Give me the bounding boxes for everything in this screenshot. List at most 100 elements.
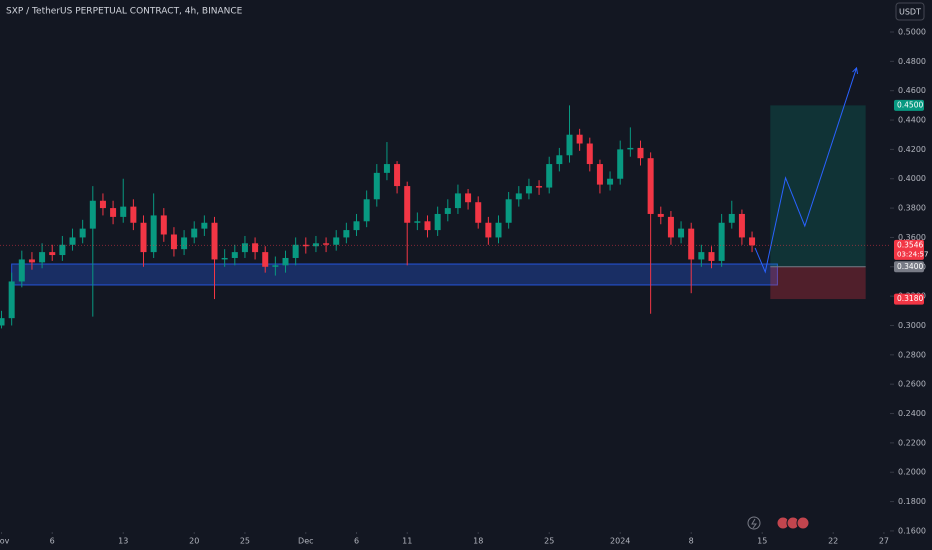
candle-body — [302, 244, 309, 247]
candle-body — [718, 222, 725, 261]
y-tick-label: 0.4000 — [898, 174, 926, 183]
y-tick-label: 0.4200 — [898, 145, 926, 154]
entry-tag — [894, 261, 924, 273]
candle-body — [241, 243, 248, 253]
candle-body — [738, 213, 745, 238]
lightning-icon[interactable] — [747, 516, 761, 530]
currency-button[interactable] — [895, 2, 925, 21]
lightning-glyph — [751, 518, 757, 529]
candle-body — [556, 155, 563, 165]
plot-area — [0, 67, 890, 329]
candle-body — [637, 147, 644, 159]
candle-body — [475, 202, 482, 223]
stop-tag-label: 0.3180 — [897, 294, 923, 303]
candle-body — [383, 164, 390, 173]
candle-body — [657, 213, 664, 217]
y-tick-label: 0.1600 — [898, 526, 926, 535]
candle-body — [28, 259, 35, 263]
candle-body — [414, 221, 421, 223]
candle-body — [312, 243, 319, 247]
candle-body — [49, 252, 56, 256]
y-tick-label: 0.5000 — [898, 27, 926, 36]
candle-body — [617, 149, 624, 179]
x-tick-label: 8 — [689, 537, 694, 546]
candle-body — [667, 216, 674, 238]
candle-body — [708, 252, 715, 261]
candle-body — [505, 199, 512, 223]
candle-body — [120, 206, 127, 217]
candle-body — [728, 213, 735, 223]
candle-body — [333, 237, 340, 245]
candle-body — [160, 215, 167, 235]
candle-body — [8, 281, 15, 319]
candle-body — [343, 230, 350, 238]
stop-zone — [770, 266, 866, 300]
y-tick-label: 0.2400 — [898, 409, 926, 418]
x-tick-label: 27 — [879, 537, 889, 546]
candle-body — [627, 147, 634, 150]
y-tick-label: 0.3600 — [898, 233, 926, 242]
candle-body — [89, 200, 96, 229]
x-tick-label: 15 — [757, 537, 767, 546]
candle-body — [454, 193, 461, 209]
y-tick-label: 0.3000 — [898, 321, 926, 330]
target-tag-label: 0.4500 — [897, 100, 923, 109]
y-tick-label: 0.4400 — [898, 116, 926, 125]
candle-body — [231, 252, 238, 258]
x-tick-label: 13 — [118, 537, 128, 546]
chart-title: SXP / TetherUS PERPETUAL CONTRACT, 4h, B… — [6, 7, 243, 17]
candle-body — [292, 244, 299, 258]
candle-body — [434, 213, 441, 231]
x-tick-label: 11 — [402, 537, 412, 546]
candle-body — [546, 164, 553, 188]
candle-body — [323, 243, 330, 245]
candle-body — [444, 208, 451, 214]
candle-body — [495, 222, 502, 238]
candle-body — [69, 237, 76, 245]
candle-body — [424, 221, 431, 231]
candle-body — [0, 318, 5, 326]
candle-body — [647, 158, 654, 214]
candle-body — [130, 206, 137, 223]
candle-body — [536, 186, 543, 188]
x-tick-label: 6 — [354, 537, 359, 546]
candle-body — [749, 237, 756, 246]
countdown: 03:24:57 — [897, 250, 928, 258]
candle-body — [191, 228, 198, 238]
y-tick-label: 0.2800 — [898, 350, 926, 359]
y-tick-label: 0.4800 — [898, 57, 926, 66]
candle-body — [150, 215, 157, 253]
candle-body — [566, 134, 573, 156]
candle-body — [211, 222, 218, 260]
candle-body — [678, 228, 685, 238]
last-price-tag — [894, 239, 924, 260]
candle-body — [607, 178, 614, 185]
candle-body — [394, 164, 401, 187]
currency-label[interactable]: USDT — [899, 8, 921, 17]
x-tick-label: 20 — [189, 537, 199, 546]
candle-body — [18, 259, 25, 282]
projection-line — [754, 67, 858, 274]
y-tick-label: 0.3800 — [898, 204, 926, 213]
candle-body — [363, 199, 370, 222]
candle-body — [201, 222, 208, 229]
y-tick-label: 0.2600 — [898, 380, 926, 389]
candle-body — [465, 193, 472, 203]
x-tick-label: Nov — [0, 537, 10, 546]
support-zone — [11, 263, 778, 286]
candle-body — [688, 228, 695, 260]
candle-body — [140, 222, 147, 253]
candle-body — [221, 257, 228, 260]
last-price-tag-label: 0.3546 — [897, 240, 923, 249]
candle-body — [39, 252, 46, 263]
stop-tag — [894, 293, 924, 305]
x-tick-label: 25 — [240, 537, 250, 546]
candle-body — [252, 243, 259, 253]
x-tick-label: 2024 — [610, 537, 630, 546]
candle-body — [485, 222, 492, 238]
y-tick-label: 0.2200 — [898, 438, 926, 447]
candle-body — [99, 200, 106, 209]
event-icon[interactable] — [796, 516, 810, 530]
